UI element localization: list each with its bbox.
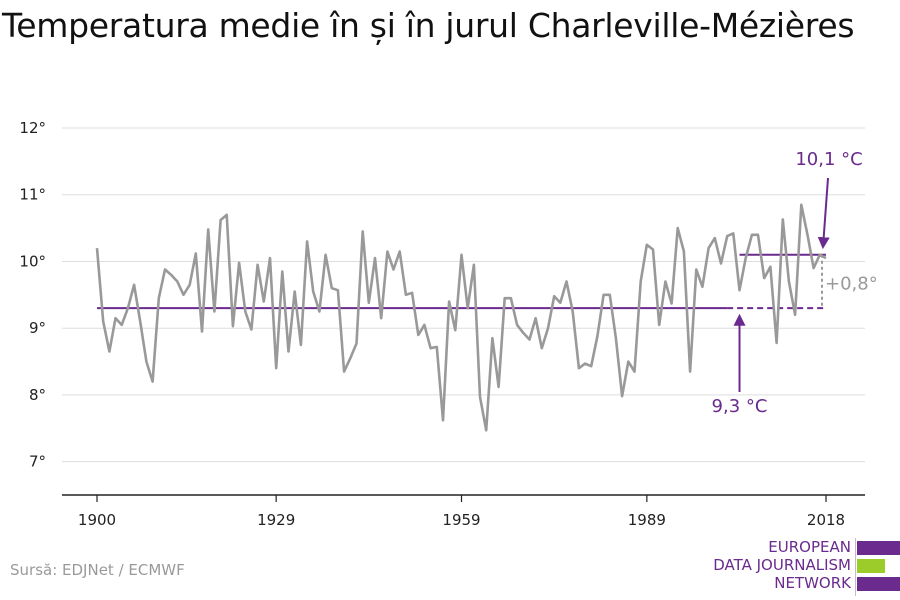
y-tick-label-8: 8° [29, 386, 46, 404]
x-tick-label-1900: 1900 [78, 511, 116, 529]
y-tick-label-10: 10° [19, 252, 46, 270]
y-tick-label-9: 9° [29, 319, 46, 337]
edjnet-logo[interactable]: EUROPEAN DATA JOURNALISM NETWORK [700, 530, 900, 600]
logo-bar-bottom [857, 577, 900, 591]
annotation-layer: +0,8° 10,1 °C 9,3 °C [712, 149, 878, 417]
reference-label-baseline: 9,3 °C [712, 396, 768, 417]
logo-divider [855, 538, 856, 596]
y-tick-labels: 7° 8° 9° 10° 11° 12° [19, 119, 46, 471]
x-tick-labels: 1900 1929 1959 1989 2018 [78, 495, 845, 529]
temperature-series-line [95, 203, 827, 432]
reference-label-recent: 10,1 °C [795, 149, 862, 170]
logo-line-3: NETWORK [774, 574, 851, 592]
logo-bar-top [857, 541, 900, 555]
logo-line-1: EUROPEAN [768, 538, 851, 556]
x-tick-label-1929: 1929 [257, 511, 295, 529]
grid-layer [62, 127, 865, 496]
y-tick-label-12: 12° [19, 119, 46, 137]
x-tick-label-2018: 2018 [807, 511, 845, 529]
logo-bar-middle [857, 559, 885, 573]
x-tick-label-1989: 1989 [628, 511, 666, 529]
y-tick-label-11: 11° [19, 186, 46, 204]
chart-title: Temperatura medie în și în jurul Charlev… [2, 6, 855, 45]
arrow-recent [817, 177, 830, 250]
y-tick-label-7: 7° [29, 453, 46, 471]
logo-line-2: DATA JOURNALISM [713, 556, 851, 574]
series-layer [95, 203, 827, 432]
x-tick-label-1959: 1959 [442, 511, 480, 529]
difference-label: +0,8° [825, 273, 878, 294]
source-note: Sursă: EDJNet / ECMWF [10, 561, 185, 579]
